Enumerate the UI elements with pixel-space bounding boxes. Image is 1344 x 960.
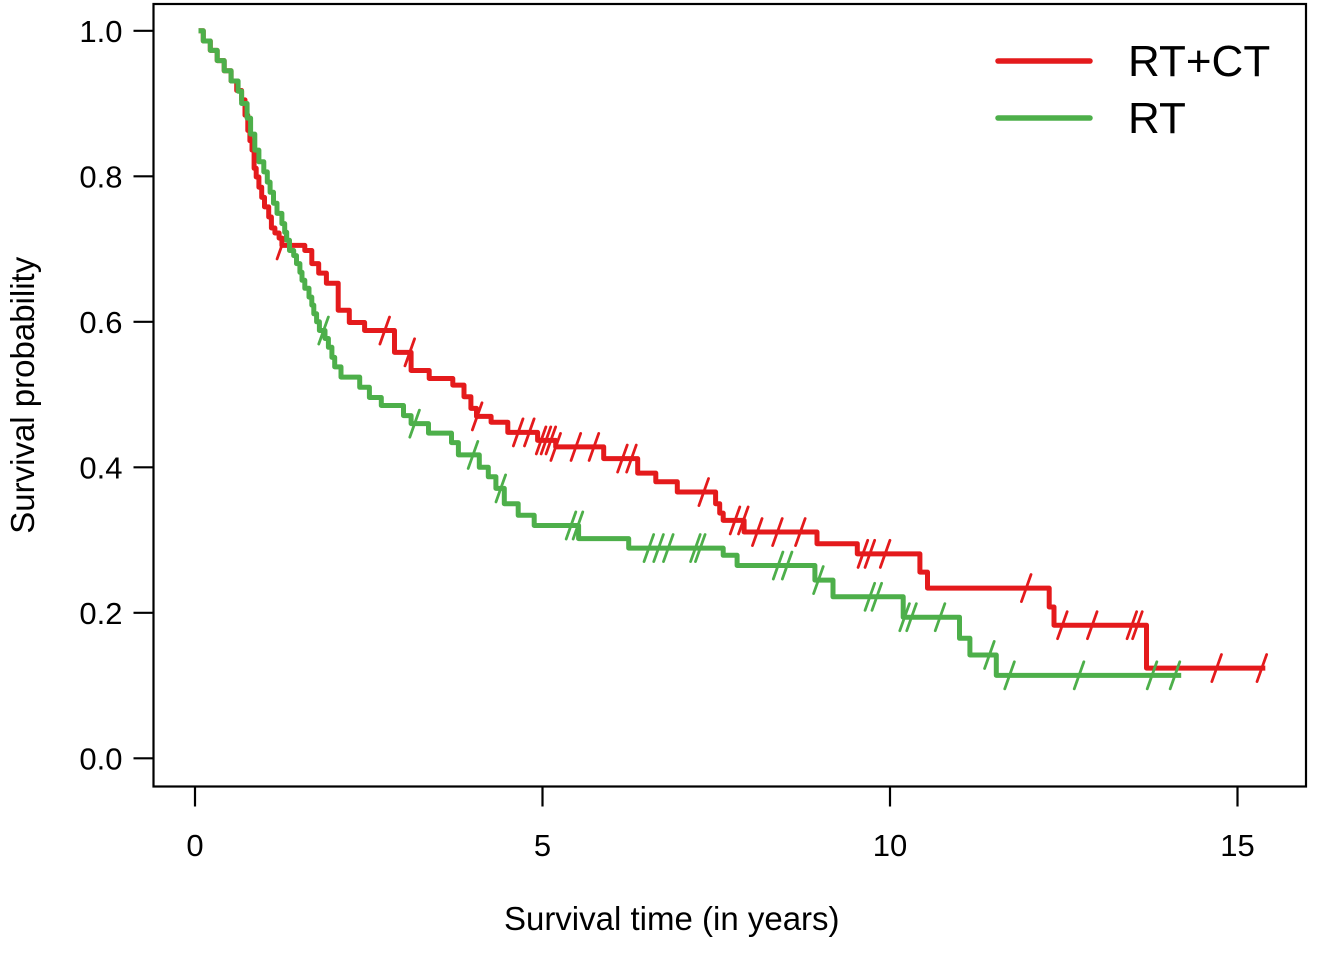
censor-tick — [728, 505, 742, 536]
censor-tick — [1086, 610, 1099, 641]
censor-tick — [697, 477, 710, 507]
censor-tick — [694, 533, 707, 563]
censor-tick — [780, 550, 794, 581]
y-axis-tick-label: 0.8 — [79, 159, 122, 194]
censor-tick — [564, 510, 578, 541]
censor-tick — [408, 408, 421, 439]
censor-tick — [662, 533, 675, 563]
censor-tick — [1168, 660, 1182, 691]
censor-tick — [511, 417, 525, 448]
survival-curve-rt — [198, 28, 1182, 678]
y-axis-tick-label: 0.0 — [79, 741, 122, 776]
censor-tick — [1145, 660, 1159, 691]
censor-tick — [403, 337, 416, 368]
y-axis-tick-label: 1.0 — [79, 14, 122, 49]
censor-tick — [569, 432, 583, 462]
censor-tick — [534, 425, 548, 456]
censor-tick — [1131, 610, 1144, 641]
y-axis-tick-label: 0.4 — [79, 450, 122, 485]
censor-tick — [1210, 653, 1223, 683]
censor-tick — [642, 533, 656, 563]
censor-tick — [317, 315, 330, 346]
censor-tick — [1125, 610, 1139, 641]
censor-tick — [771, 550, 785, 581]
censor-tick — [983, 640, 996, 670]
censor-tick — [466, 440, 480, 470]
censor-tick — [878, 538, 892, 569]
censor-tick — [587, 432, 601, 462]
censor-tick — [539, 425, 553, 456]
censor-tick — [1020, 573, 1033, 603]
censor-tick — [933, 602, 947, 633]
censor-tick — [794, 517, 807, 547]
x-axis-title: Survival time (in years) — [504, 900, 840, 937]
censor-tick — [689, 533, 702, 563]
censor-tick — [544, 425, 558, 456]
x-axis-tick-label: 0 — [186, 828, 203, 863]
censor-tick — [905, 602, 918, 633]
censor-tick — [1072, 660, 1086, 691]
y-axis-tick-label: 0.6 — [79, 305, 122, 340]
censor-tick — [870, 581, 883, 612]
y-axis-title: Survival probability — [4, 256, 41, 533]
censor-tick — [812, 565, 825, 595]
censor-tick — [549, 432, 562, 462]
x-axis-tick-label: 10 — [873, 828, 907, 863]
x-axis-tick-label: 5 — [534, 828, 551, 863]
censor-tick — [1255, 653, 1269, 683]
y-axis-tick-label: 0.2 — [79, 596, 122, 631]
censor-tick — [378, 315, 391, 346]
censor-tick — [863, 538, 877, 569]
censor-tick — [652, 533, 665, 563]
censor-tick — [571, 510, 585, 541]
censor-tick — [771, 517, 784, 547]
censor-tick — [856, 538, 870, 569]
censor-tick — [523, 417, 536, 448]
censor-tick — [1003, 660, 1016, 691]
plot-border — [152, 2, 1308, 788]
survival-curve-rt-ct — [198, 28, 1266, 671]
censor-tick — [737, 505, 750, 536]
censor-tick — [898, 602, 911, 633]
legend-label: RT+CT — [1128, 37, 1270, 86]
legend-label: RT — [1128, 94, 1186, 143]
censor-tick — [1056, 610, 1069, 641]
censor-tick — [863, 581, 877, 612]
censor-tick — [470, 401, 484, 432]
x-axis-tick-label: 15 — [1220, 828, 1254, 863]
censor-tick — [494, 473, 508, 504]
censor-tick — [751, 517, 764, 547]
censor-tick — [616, 443, 629, 474]
censor-tick — [625, 443, 638, 474]
